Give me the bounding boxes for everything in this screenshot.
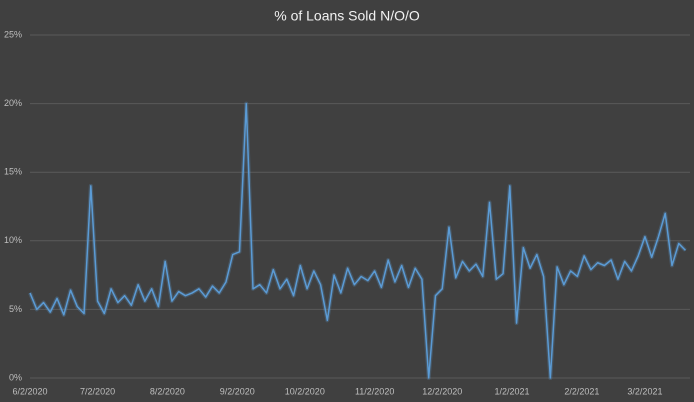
y-tick-label: 25% <box>4 29 22 39</box>
x-tick-label: 11/2/2020 <box>355 386 394 396</box>
x-tick-label: 1/2/2021 <box>495 386 530 396</box>
x-tick-label: 10/2/2020 <box>285 386 325 396</box>
x-tick-label: 6/2/2020 <box>12 386 47 396</box>
y-tick-label: 0% <box>9 372 22 382</box>
x-tick-label: 8/2/2020 <box>150 386 185 396</box>
x-tick-label: 7/2/2020 <box>80 386 115 396</box>
y-tick-label: 20% <box>4 98 22 108</box>
chart-title: % of Loans Sold N/O/O <box>274 8 420 24</box>
y-tick-label: 10% <box>4 235 22 245</box>
x-tick-label: 12/2/2020 <box>422 386 462 396</box>
x-tick-label: 2/2/2021 <box>564 386 599 396</box>
y-tick-label: 15% <box>4 167 22 177</box>
x-tick-label: 3/2/2021 <box>627 386 662 396</box>
data-line <box>29 102 687 379</box>
x-tick-label: 9/2/2020 <box>220 386 255 396</box>
y-tick-label: 5% <box>9 304 22 314</box>
